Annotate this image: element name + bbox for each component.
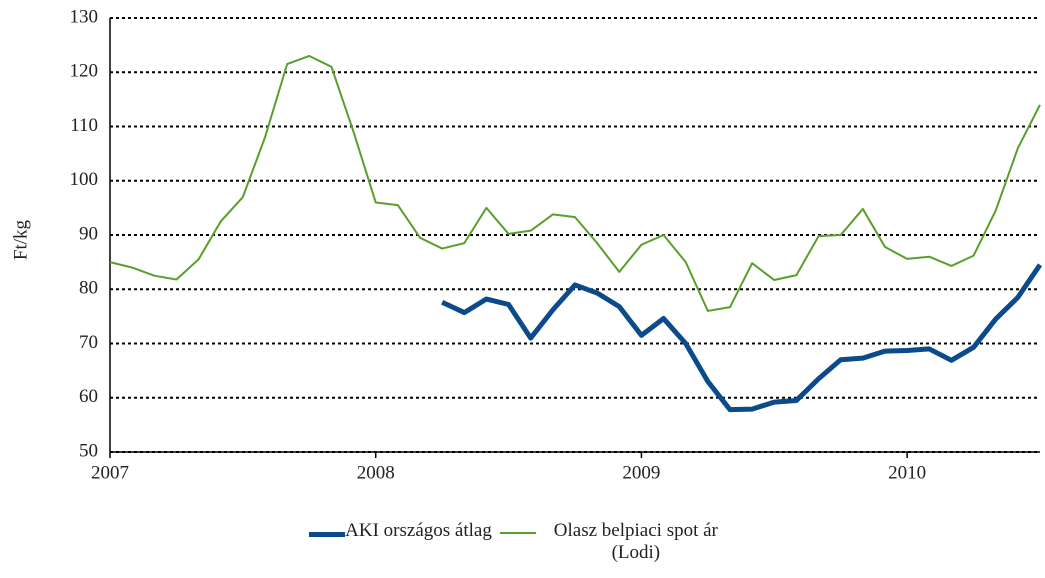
y-tick-label: 80 bbox=[79, 278, 98, 299]
y-tick-label: 50 bbox=[79, 440, 98, 461]
legend-label: Olasz belpiaci spot ár (Lodi) bbox=[553, 520, 718, 563]
series-line bbox=[441, 263, 1043, 413]
x-tick-label: 2007 bbox=[91, 462, 129, 483]
x-tick-label: 2010 bbox=[888, 462, 926, 483]
y-tick-label: 60 bbox=[79, 386, 98, 407]
chart: Ft/kg 50 60 70 80 90 100 110 120 130 2007 2008 2009… bbox=[10, 6, 1043, 483]
y-tick-label: 130 bbox=[70, 6, 99, 27]
x-tick-label: 2009 bbox=[622, 462, 660, 483]
y-tick-label: 90 bbox=[79, 223, 98, 244]
x-tick-label: 2008 bbox=[357, 462, 395, 483]
legend-swatch bbox=[499, 532, 536, 534]
y-axis-label: Ft/kg bbox=[10, 219, 31, 260]
legend-item: AKI országos átlag bbox=[309, 520, 492, 542]
legend-label: AKI országos átlag bbox=[345, 520, 492, 541]
y-tick-label: 110 bbox=[70, 115, 98, 136]
y-tick-label: 120 bbox=[70, 61, 99, 82]
y-tick-label: 100 bbox=[70, 169, 99, 190]
legend-swatch bbox=[309, 532, 346, 537]
y-tick-label: 70 bbox=[79, 332, 98, 353]
legend: AKI országos átlag Olasz belpiaci spot ár… bbox=[0, 520, 1045, 564]
series-line bbox=[109, 54, 1041, 312]
legend-item: Olasz belpiaci spot ár (Lodi) bbox=[499, 520, 736, 564]
